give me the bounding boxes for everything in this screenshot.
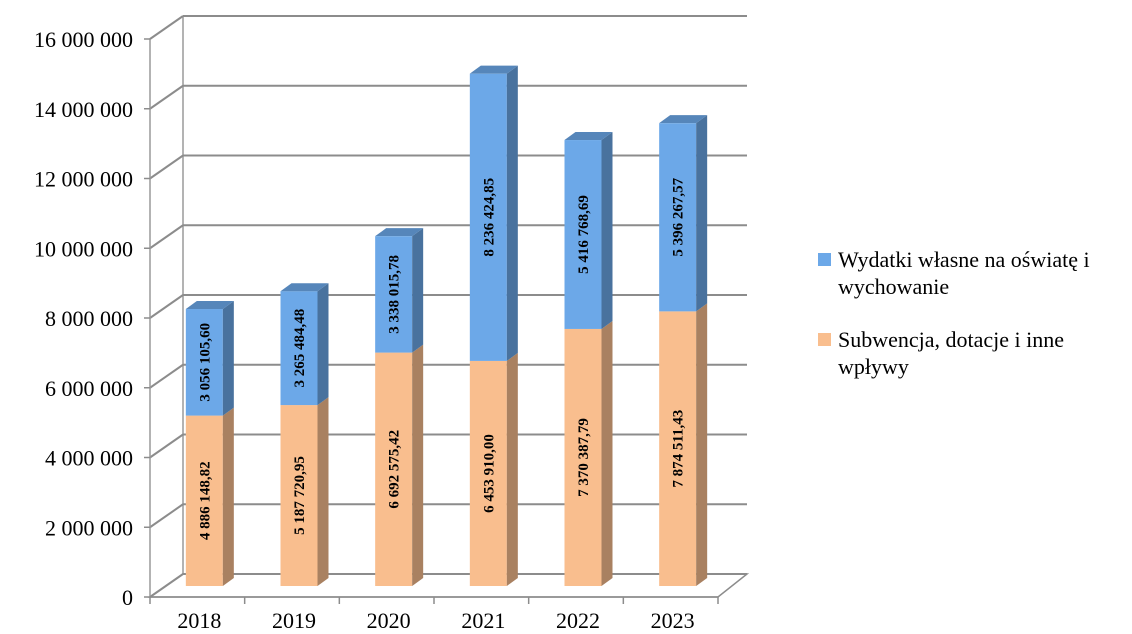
bar-2019-series-2 [280, 291, 318, 406]
x-tick-label-2021: 2021 [461, 608, 505, 633]
gridline-side-8 [149, 15, 184, 40]
data-labels: 4 886 148,82 3 056 105,60 5 187 720,95 3 26… [197, 177, 686, 540]
y-tick-label-3: 6 000 000 [45, 376, 133, 401]
bar-2020-series-2 [375, 236, 413, 353]
gridlines [149, 15, 747, 598]
bar-side-2019-series-2 [317, 283, 329, 406]
bar-side-2022-series-1 [601, 320, 613, 586]
bar-top-2018 [185, 301, 234, 310]
bar-side-2022-series-2 [601, 132, 613, 329]
data-label-2022-series-2: 5 416 768,69 [576, 195, 592, 274]
legend-label-subwencja: Subwencja, dotacje i inne wpływy [838, 327, 1065, 379]
bar-top-2019 [280, 283, 329, 292]
y-tick-label-2: 4 000 000 [45, 446, 133, 471]
bar-2021-series-2 [469, 73, 507, 361]
data-label-2022-series-1: 7 370 387,79 [576, 418, 592, 497]
data-label-2018-series-1: 4 886 148,82 [197, 461, 213, 540]
bar-side-2020-series-1 [412, 344, 424, 586]
data-label-2021-series-1: 6 453 910,00 [481, 434, 497, 513]
legend-label-wydatki: Wydatki własne na oświatę i wychowanie [838, 247, 1090, 299]
bar-side-2021-series-2 [506, 65, 518, 361]
legend-swatch-orange [818, 333, 831, 346]
y-tick-label-4: 8 000 000 [45, 306, 133, 331]
data-label-2021-series-2: 8 236 424,85 [481, 178, 497, 257]
x-tick-label-2020: 2020 [367, 608, 411, 633]
y-tick-label-8: 16 000 000 [34, 27, 133, 52]
bar-2022-series-1 [564, 328, 602, 586]
data-label-2019-series-2: 3 265 484,48 [292, 309, 308, 388]
gridline-side-3 [149, 363, 184, 389]
y-tick-label-6: 12 000 000 [34, 167, 133, 192]
bar-side-2018-series-2 [222, 301, 234, 416]
bar-side-2020-series-2 [412, 228, 424, 353]
axes [144, 38, 750, 604]
bar-top-2022 [564, 132, 613, 141]
y-tick-label-1: 2 000 000 [45, 515, 133, 540]
bar-side-2023-series-1 [696, 303, 708, 586]
gridline-side-7 [149, 84, 184, 110]
data-label-2020-series-1: 6 692 575,42 [387, 430, 403, 509]
bar-2020-series-1 [375, 352, 413, 586]
gridline-side-2 [149, 433, 184, 459]
bar-side-2021-series-1 [506, 352, 518, 586]
bar-2018-series-2 [185, 309, 223, 416]
bar-side-2019-series-1 [317, 397, 329, 586]
bar-2019-series-1 [280, 405, 318, 586]
x-tick-label-2023: 2023 [651, 608, 695, 633]
x-tick-label-2022: 2022 [556, 608, 600, 633]
legend: Wydatki własne na oświatę i wychowanie S… [818, 246, 1128, 406]
bar-2023-series-2 [659, 123, 697, 312]
x-tick-label-2018: 2018 [177, 608, 221, 633]
bar-side-2018-series-1 [222, 407, 234, 586]
data-label-2020-series-2: 3 338 015,78 [387, 255, 403, 334]
data-label-2023-series-1: 7 874 511,43 [671, 410, 687, 488]
x-tick-label-2019: 2019 [272, 608, 316, 633]
bar-side-2023-series-2 [696, 115, 708, 312]
bar-2022-series-2 [564, 140, 602, 329]
data-label-2023-series-2: 5 396 267,57 [671, 177, 687, 256]
legend-item-series-2: Wydatki własne na oświatę i wychowanie [818, 246, 1128, 300]
data-label-2019-series-1: 5 187 720,95 [292, 456, 308, 535]
gridline-side-4 [149, 294, 184, 319]
y-tick-label-0: 0 [122, 585, 133, 610]
gridline-side-5 [149, 224, 184, 250]
tick-labels: 0 2 000 000 4 000 000 6 000 000 8 000 000 10 … [34, 27, 695, 633]
y-tick-label-7: 14 000 000 [34, 97, 133, 122]
legend-swatch-blue [818, 253, 831, 266]
gridline-side-1 [149, 503, 184, 529]
bar-top-2020 [375, 228, 424, 237]
bar-top-2023 [659, 115, 708, 124]
y-tick-label-5: 10 000 000 [34, 236, 133, 261]
bars [185, 65, 708, 586]
gridline-side-6 [149, 154, 184, 180]
bar-top-2021 [469, 65, 518, 74]
floor [147, 573, 750, 598]
data-label-2018-series-2: 3 056 105,60 [197, 323, 213, 402]
bar-2018-series-1 [185, 415, 223, 586]
bar-2023-series-1 [659, 311, 697, 586]
bar-2021-series-1 [469, 360, 507, 586]
legend-item-series-1: Subwencja, dotacje i inne wpływy [818, 326, 1128, 380]
